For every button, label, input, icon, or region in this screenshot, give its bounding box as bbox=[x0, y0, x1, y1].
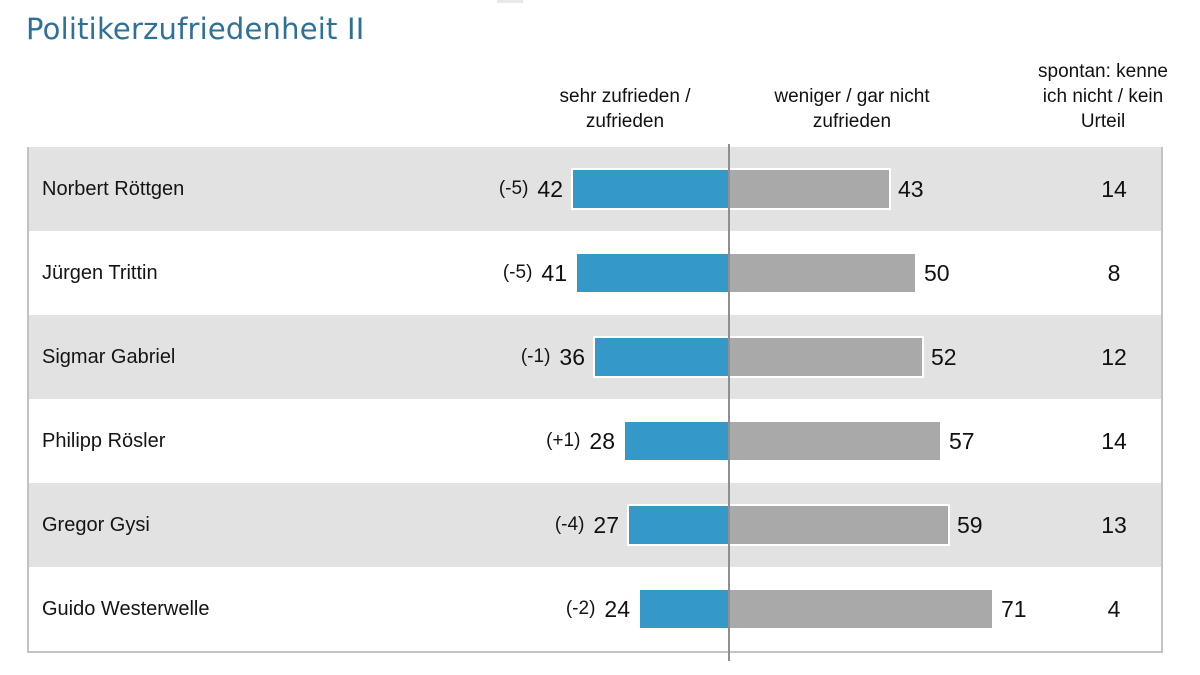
politician-name: Norbert Röttgen bbox=[42, 177, 185, 200]
satisfied-label: (-2) 24 bbox=[566, 567, 630, 651]
column-header-no-opinion: spontan: kenne ich nicht / kein Urteil bbox=[1038, 61, 1168, 132]
not-satisfied-value: 59 bbox=[957, 511, 983, 538]
change-value: (-5) bbox=[498, 178, 529, 199]
bar-group bbox=[627, 504, 950, 546]
satisfied-value: 28 bbox=[589, 427, 615, 454]
politician-name: Sigmar Gabriel bbox=[42, 345, 176, 368]
bar-not-satisfied bbox=[729, 338, 922, 376]
bar-satisfied bbox=[640, 590, 729, 628]
bar-not-satisfied bbox=[729, 422, 940, 460]
bar-group bbox=[593, 336, 924, 378]
bar-satisfied bbox=[573, 170, 729, 208]
table-row: Philipp Rösler (+1) 28 57 14 bbox=[29, 399, 1161, 483]
politician-name: Philipp Rösler bbox=[42, 429, 166, 452]
table-row: Guido Westerwelle (-2) 24 71 4 bbox=[29, 567, 1161, 651]
no-opinion-value: 8 bbox=[1107, 259, 1121, 286]
politician-name: Jürgen Trittin bbox=[42, 261, 158, 284]
bar-not-satisfied bbox=[729, 254, 915, 292]
page-title: Politikerzufriedenheit II bbox=[26, 12, 365, 46]
bar-not-satisfied bbox=[729, 506, 948, 544]
satisfied-value: 36 bbox=[559, 343, 585, 370]
bar-satisfied bbox=[577, 254, 729, 292]
table-row: Gregor Gysi (-4) 27 59 13 bbox=[29, 483, 1161, 567]
no-opinion-value: 14 bbox=[1101, 427, 1127, 454]
not-satisfied-value: 52 bbox=[931, 343, 957, 370]
satisfied-value: 24 bbox=[604, 595, 630, 622]
not-satisfied-value: 50 bbox=[924, 259, 950, 286]
column-header-satisfied: sehr zufrieden / zufrieden bbox=[559, 86, 691, 132]
table-row: Sigmar Gabriel (-1) 36 52 12 bbox=[29, 315, 1161, 399]
politician-name: Gregor Gysi bbox=[42, 513, 150, 536]
change-value: (+1) bbox=[546, 430, 581, 451]
satisfied-value: 41 bbox=[541, 259, 567, 286]
satisfied-label: (-5) 42 bbox=[499, 147, 563, 231]
change-value: (-5) bbox=[502, 262, 533, 283]
change-value: (-2) bbox=[565, 598, 596, 619]
bar-satisfied bbox=[625, 422, 729, 460]
bar-group bbox=[638, 588, 994, 630]
no-opinion-value: 12 bbox=[1101, 343, 1127, 370]
change-value: (-4) bbox=[554, 514, 585, 535]
no-opinion-value: 4 bbox=[1107, 595, 1121, 622]
no-opinion-value: 13 bbox=[1101, 511, 1127, 538]
bar-group bbox=[575, 252, 917, 294]
satisfied-label: (-4) 27 bbox=[555, 483, 619, 567]
bar-not-satisfied bbox=[729, 590, 992, 628]
column-header-not-satisfied: weniger / gar nicht zufrieden bbox=[774, 86, 930, 132]
table-row: Jürgen Trittin (-5) 41 50 8 bbox=[29, 231, 1161, 315]
satisfied-value: 27 bbox=[593, 511, 619, 538]
politician-name: Guido Westerwelle bbox=[42, 597, 210, 620]
change-value: (-1) bbox=[520, 346, 551, 367]
bar-satisfied bbox=[629, 506, 729, 544]
bar-not-satisfied bbox=[729, 170, 889, 208]
satisfied-value: 42 bbox=[537, 175, 563, 202]
chart-table: Norbert Röttgen (-5) 42 43 14 Jürgen Tri… bbox=[27, 147, 1163, 653]
top-edge-artifact bbox=[497, 0, 523, 3]
not-satisfied-value: 57 bbox=[949, 427, 975, 454]
not-satisfied-value: 43 bbox=[898, 175, 924, 202]
center-divider-line bbox=[728, 144, 730, 661]
not-satisfied-value: 71 bbox=[1001, 595, 1027, 622]
satisfied-label: (-1) 36 bbox=[521, 315, 585, 399]
bar-group bbox=[623, 420, 942, 462]
table-row: Norbert Röttgen (-5) 42 43 14 bbox=[29, 147, 1161, 231]
satisfied-label: (-5) 41 bbox=[503, 231, 567, 315]
bar-group bbox=[571, 168, 891, 210]
bar-satisfied bbox=[595, 338, 729, 376]
satisfied-label: (+1) 28 bbox=[546, 399, 615, 483]
no-opinion-value: 14 bbox=[1101, 175, 1127, 202]
